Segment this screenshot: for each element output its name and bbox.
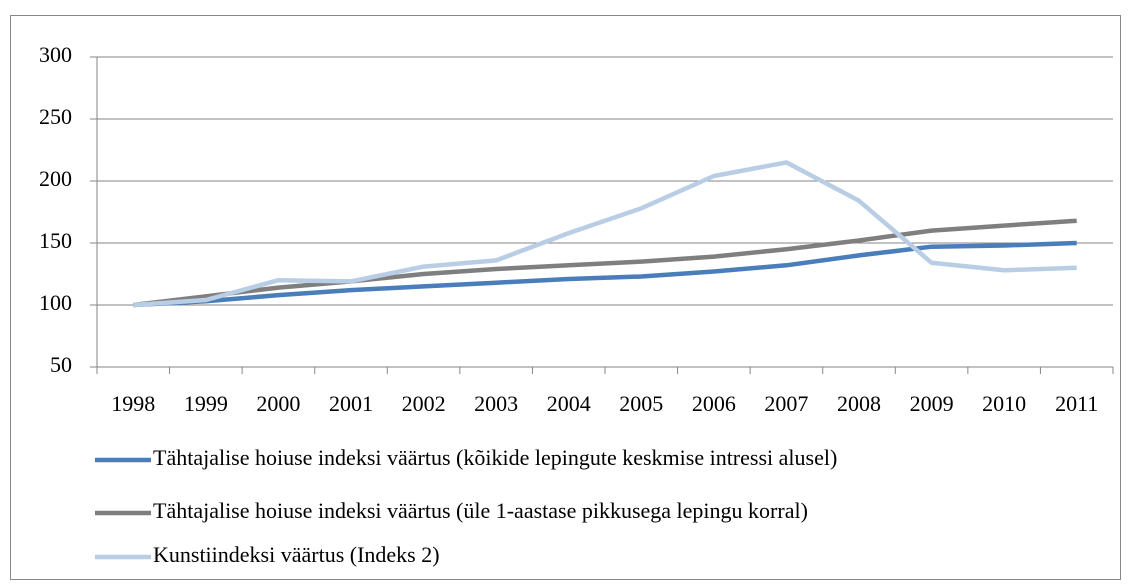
x-tick-label: 2005: [619, 391, 663, 416]
y-tick-label: 200: [39, 166, 72, 191]
x-tick-label: 2003: [474, 391, 518, 416]
legend-label: Tähtajalise hoiuse indeksi väärtus (kõik…: [153, 445, 837, 470]
x-tick-label: 2010: [982, 391, 1026, 416]
x-tick-label: 2001: [329, 391, 373, 416]
x-tick-label: 2000: [256, 391, 300, 416]
x-tick-label: 1998: [111, 391, 155, 416]
y-tick-label: 250: [39, 104, 72, 129]
x-tick-label: 1999: [184, 391, 228, 416]
series-line: [133, 160, 1077, 308]
series-line: [133, 240, 1077, 308]
series-line: [133, 218, 1077, 308]
x-tick-label: 2007: [764, 391, 808, 416]
y-tick-label: 300: [39, 42, 72, 67]
y-tick-label: 50: [50, 352, 72, 377]
x-tick-label: 2004: [547, 391, 591, 416]
y-tick-label: 150: [39, 228, 72, 253]
x-tick-label: 2006: [692, 391, 736, 416]
x-tick-label: 2002: [402, 391, 446, 416]
x-tick-label: 2011: [1055, 391, 1098, 416]
legend-label: Tähtajalise hoiuse indeksi väärtus (üle …: [153, 498, 808, 523]
x-tick-label: 2008: [837, 391, 881, 416]
legend-label: Kunstiindeksi väärtus (Indeks 2): [153, 542, 440, 567]
x-tick-label: 2009: [910, 391, 954, 416]
y-tick-label: 100: [39, 290, 72, 315]
